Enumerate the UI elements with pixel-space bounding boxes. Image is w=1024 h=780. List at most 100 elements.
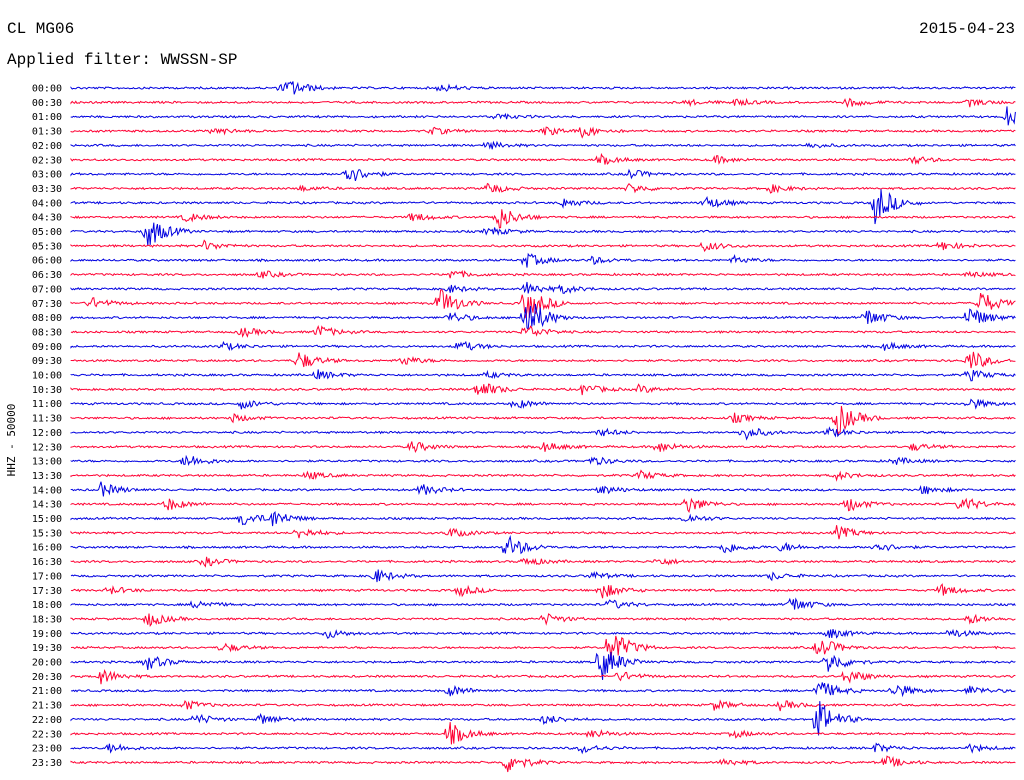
time-tick-label: 19:00 bbox=[32, 629, 62, 640]
station-title: CL MG06 bbox=[7, 20, 75, 38]
time-tick-label: 16:30 bbox=[32, 557, 62, 568]
seismic-trace bbox=[70, 303, 1016, 331]
time-tick-label: 08:30 bbox=[32, 327, 62, 338]
time-tick-label: 13:00 bbox=[32, 457, 62, 468]
seismic-trace bbox=[70, 583, 1016, 599]
time-tick-label: 15:00 bbox=[32, 514, 62, 525]
time-tick-label: 17:30 bbox=[32, 586, 62, 597]
seismic-trace bbox=[70, 405, 1016, 436]
seismic-trace bbox=[70, 722, 1016, 745]
seismic-trace bbox=[70, 269, 1016, 279]
date-label: 2015-04-23 bbox=[918, 20, 1015, 38]
time-tick-label: 05:00 bbox=[32, 227, 62, 238]
seismic-trace bbox=[70, 383, 1016, 396]
time-tick-label: 08:00 bbox=[32, 313, 62, 324]
seismic-trace bbox=[70, 126, 1016, 139]
time-tick-label: 01:00 bbox=[32, 112, 62, 123]
time-tick-label: 12:00 bbox=[32, 428, 62, 439]
seismic-trace bbox=[70, 597, 1016, 610]
seismic-trace bbox=[70, 106, 1016, 126]
time-tick-label: 02:00 bbox=[32, 141, 62, 152]
seismic-trace bbox=[70, 742, 1016, 755]
time-tick-label: 01:30 bbox=[32, 127, 62, 138]
seismic-trace bbox=[70, 222, 1016, 246]
seismic-trace bbox=[70, 534, 1016, 555]
seismic-trace bbox=[70, 510, 1016, 527]
seismic-trace bbox=[70, 325, 1016, 338]
time-tick-label: 09:00 bbox=[32, 342, 62, 353]
time-tick-label: 22:00 bbox=[32, 715, 62, 726]
time-tick-label: 12:30 bbox=[32, 442, 62, 453]
seismic-trace bbox=[70, 441, 1016, 453]
seismic-trace bbox=[70, 469, 1016, 482]
time-tick-label: 06:00 bbox=[32, 256, 62, 267]
time-tick-label: 04:00 bbox=[32, 198, 62, 209]
seismic-trace bbox=[70, 168, 1016, 182]
seismic-trace bbox=[70, 613, 1016, 628]
time-tick-label: 04:30 bbox=[32, 213, 62, 224]
time-tick-label: 07:00 bbox=[32, 284, 62, 295]
time-tick-label: 22:30 bbox=[32, 729, 62, 740]
seismic-trace bbox=[70, 668, 1016, 685]
seismic-trace bbox=[70, 81, 1016, 95]
seismic-trace bbox=[70, 426, 1016, 441]
time-tick-label: 21:00 bbox=[32, 686, 62, 697]
seismic-trace bbox=[70, 189, 1016, 225]
time-tick-label: 06:30 bbox=[32, 270, 62, 281]
seismic-trace bbox=[70, 252, 1016, 268]
seismic-trace bbox=[70, 398, 1016, 410]
time-tick-label: 14:00 bbox=[32, 485, 62, 496]
time-tick-label: 07:30 bbox=[32, 299, 62, 310]
seismic-trace bbox=[70, 209, 1016, 229]
seismic-trace bbox=[70, 182, 1016, 194]
time-tick-label: 18:00 bbox=[32, 600, 62, 611]
seismic-trace bbox=[70, 497, 1016, 514]
seismic-trace bbox=[70, 281, 1016, 294]
seismic-trace bbox=[70, 755, 1016, 773]
time-tick-label: 10:30 bbox=[32, 385, 62, 396]
time-tick-label: 17:00 bbox=[32, 571, 62, 582]
time-tick-label: 00:00 bbox=[32, 84, 62, 95]
seismic-trace bbox=[70, 340, 1016, 352]
seismic-trace bbox=[70, 651, 1016, 680]
time-tick-label: 18:30 bbox=[32, 614, 62, 625]
seismic-trace bbox=[70, 454, 1016, 466]
seismic-trace bbox=[70, 701, 1016, 736]
time-tick-label: 19:30 bbox=[32, 643, 62, 654]
seismic-trace bbox=[70, 152, 1016, 166]
seismic-trace bbox=[70, 556, 1016, 568]
time-tick-label: 13:30 bbox=[32, 471, 62, 482]
time-tick-label: 20:30 bbox=[32, 672, 62, 683]
time-tick-label: 03:30 bbox=[32, 184, 62, 195]
filter-label: Applied filter: WWSSN-SP bbox=[7, 51, 238, 69]
time-tick-label: 16:00 bbox=[32, 543, 62, 554]
time-tick-label: 14:30 bbox=[32, 500, 62, 511]
time-tick-label: 11:30 bbox=[32, 414, 62, 425]
time-tick-label: 15:30 bbox=[32, 528, 62, 539]
time-tick-label: 20:00 bbox=[32, 658, 62, 669]
seismic-trace bbox=[70, 635, 1016, 661]
seismic-trace bbox=[70, 289, 1016, 319]
seismic-trace bbox=[70, 569, 1016, 583]
seismic-trace bbox=[70, 682, 1016, 698]
seismic-trace bbox=[70, 140, 1016, 150]
seismic-trace bbox=[70, 481, 1016, 497]
seismic-trace bbox=[70, 369, 1016, 382]
time-tick-label: 03:00 bbox=[32, 170, 62, 181]
time-tick-label: 10:00 bbox=[32, 371, 62, 382]
seismic-trace bbox=[70, 239, 1016, 253]
time-tick-label: 21:30 bbox=[32, 701, 62, 712]
time-tick-label: 23:30 bbox=[32, 758, 62, 769]
time-tick-label: 09:30 bbox=[32, 356, 62, 367]
seismic-trace bbox=[70, 97, 1016, 109]
seismic-trace bbox=[70, 351, 1016, 369]
time-tick-label: 05:30 bbox=[32, 241, 62, 252]
time-tick-label: 11:00 bbox=[32, 399, 62, 410]
time-tick-label: 23:00 bbox=[32, 744, 62, 755]
seismic-trace bbox=[70, 525, 1016, 540]
seismic-trace bbox=[70, 628, 1016, 640]
time-tick-label: 02:30 bbox=[32, 155, 62, 166]
seismic-trace bbox=[70, 699, 1016, 712]
time-tick-label: 00:30 bbox=[32, 98, 62, 109]
